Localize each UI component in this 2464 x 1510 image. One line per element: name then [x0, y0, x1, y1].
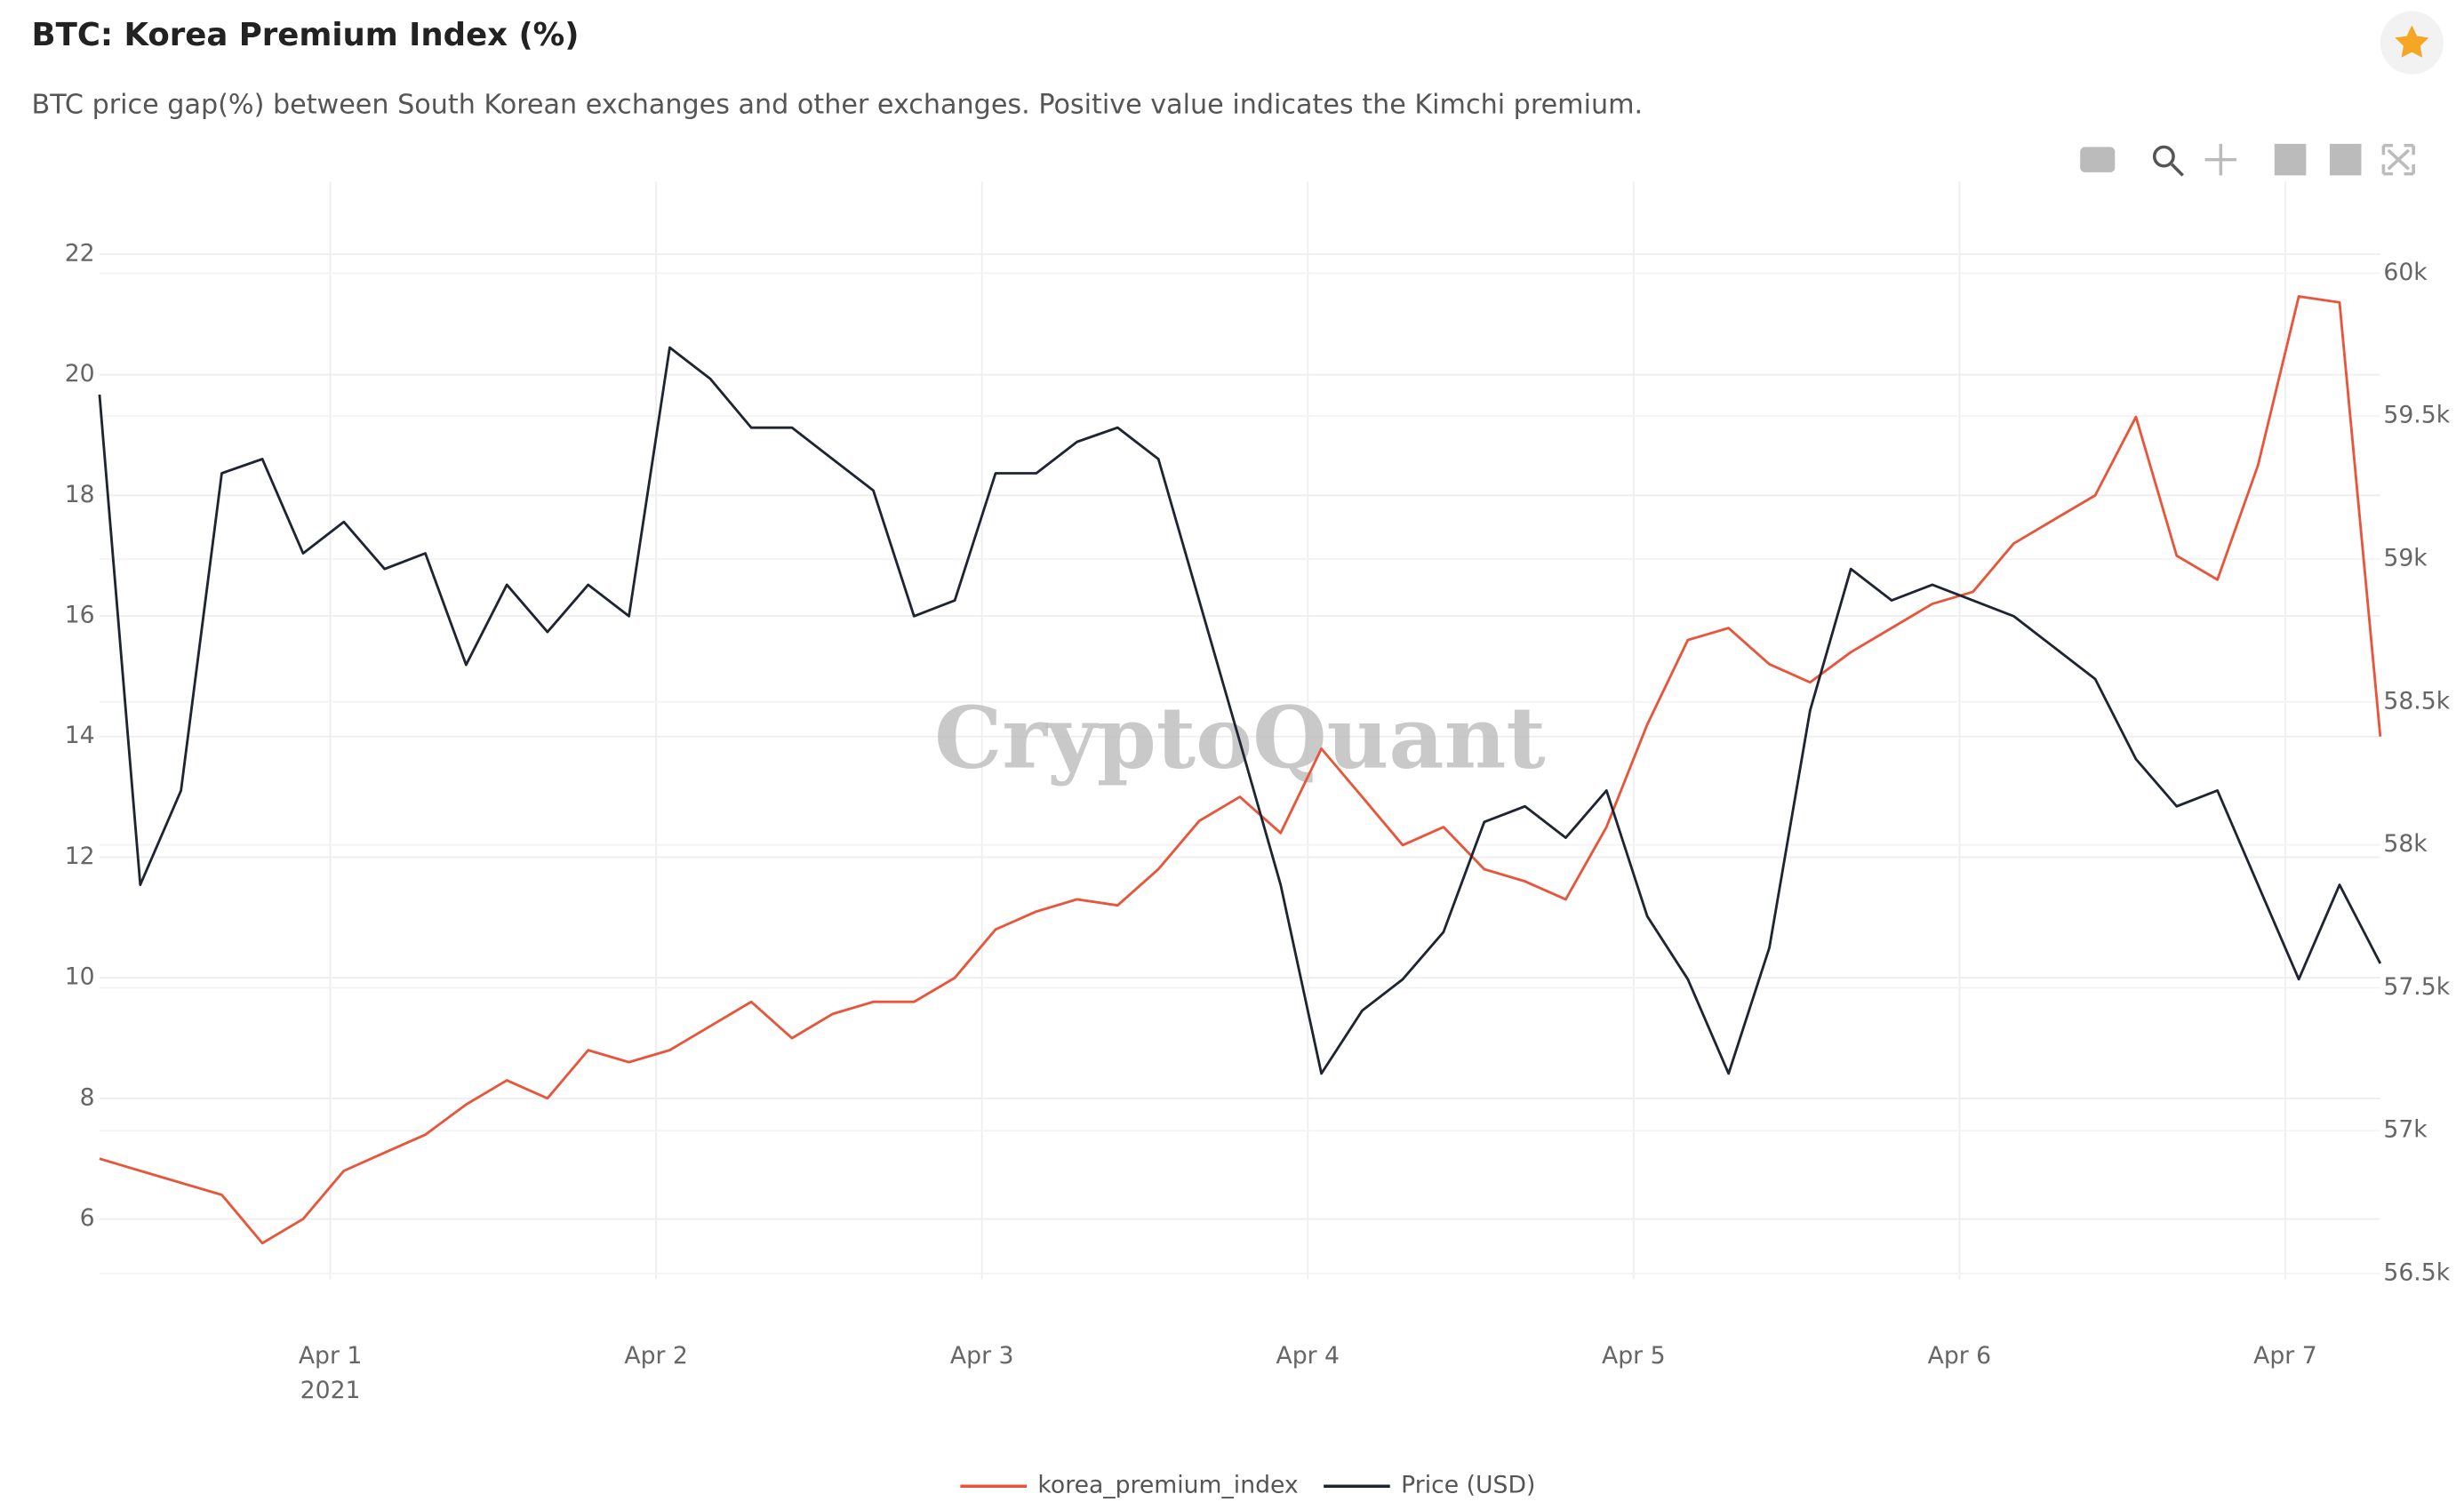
y-tick-label: 14: [65, 722, 95, 749]
y-tick-label: 20: [65, 360, 95, 387]
x-tick-label: Apr 5: [1602, 1342, 1666, 1370]
y2-tick-label: 57k: [2383, 1116, 2428, 1144]
pan-icon[interactable]: [2204, 143, 2237, 176]
y-tick-label: 10: [65, 963, 95, 991]
x-tick-label: Apr 3: [950, 1342, 1014, 1370]
legend-label: Price (USD): [1401, 1472, 1535, 1499]
camera-icon[interactable]: [2080, 147, 2116, 172]
y-tick-label: 8: [80, 1083, 95, 1111]
favorite-star[interactable]: [2395, 25, 2429, 58]
toolbar: [2080, 143, 2415, 177]
x-tick-label: Apr 2: [624, 1342, 688, 1370]
series-line: [99, 295, 2382, 1245]
x-year-label: 2021: [300, 1377, 361, 1404]
zoom-icon-handle[interactable]: [2171, 163, 2184, 177]
y-tick-label: 22: [65, 239, 95, 267]
chart-subtitle: BTC price gap(%) between South Korean ex…: [32, 90, 1644, 121]
zoom-in-icon[interactable]: [2274, 143, 2307, 176]
chart-title: BTC: Korea Premium Index (%): [32, 17, 580, 53]
y2-tick-label: 58k: [2383, 830, 2428, 858]
y-tick-label: 6: [80, 1204, 95, 1232]
legend-label: korea_premium_index: [1037, 1472, 1298, 1499]
y2-tick-label: 60k: [2383, 259, 2428, 286]
y2-tick-label: 57.5k: [2383, 973, 2450, 1001]
y2-tick-label: 59k: [2383, 544, 2428, 571]
x-tick-label: Apr 7: [2253, 1342, 2317, 1370]
zoom-out-icon[interactable]: [2329, 143, 2362, 176]
series-line: [98, 346, 2382, 1075]
y-tick-label: 12: [65, 843, 95, 870]
x-tick-label: Apr 6: [1928, 1342, 1992, 1370]
y2-tick-label: 59.5k: [2383, 402, 2450, 429]
y-tick-label: 18: [65, 481, 95, 508]
x-tick-label: Apr 1: [299, 1342, 363, 1370]
y2-tick-label: 58.5k: [2383, 687, 2450, 715]
reset-icon[interactable]: [2381, 143, 2415, 176]
zoom-icon[interactable]: [2152, 145, 2175, 168]
favorite-button[interactable]: [2380, 11, 2444, 75]
x-tick-label: Apr 4: [1276, 1342, 1340, 1370]
y-tick-label: 16: [65, 602, 95, 629]
y2-tick-label: 56.5k: [2383, 1259, 2450, 1287]
